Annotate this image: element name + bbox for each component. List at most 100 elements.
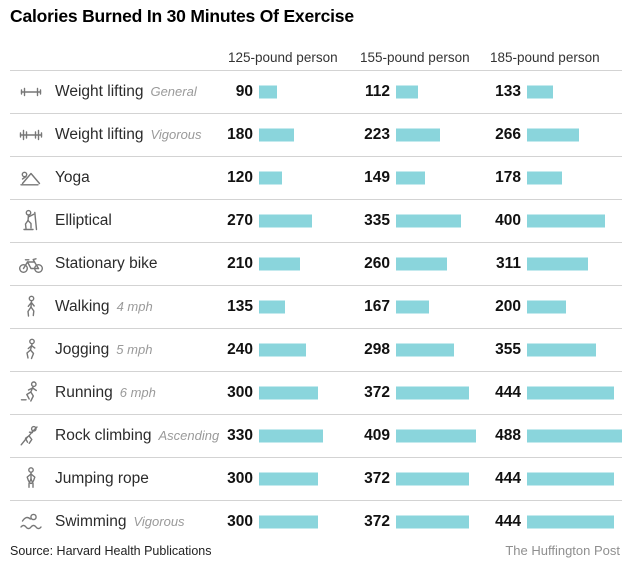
exercise-label: Jumping rope	[55, 470, 149, 487]
calorie-value: 270	[227, 212, 253, 229]
calorie-value: 210	[227, 255, 253, 272]
exercise-label: Jogging 5 mph	[55, 341, 153, 358]
calorie-value: 133	[495, 83, 521, 100]
calorie-value: 298	[364, 341, 390, 358]
calorie-value: 330	[227, 427, 253, 444]
calorie-value: 444	[495, 470, 521, 487]
calorie-bar	[396, 472, 469, 486]
table-row: Weight lifting General 90 112 133	[10, 70, 622, 113]
exercise-table: Weight lifting General 90 112 133 Weight lift…	[10, 70, 623, 543]
calorie-bar	[396, 85, 418, 99]
calorie-value: 240	[227, 341, 253, 358]
jumping-rope-icon	[17, 465, 45, 493]
column-header-125-pound: 125-pound person	[228, 50, 338, 65]
calorie-bar	[396, 257, 447, 271]
chart-title: Calories Burned In 30 Minutes Of Exercis…	[10, 6, 354, 26]
table-row: Walking 4 mph 135 167 200	[10, 285, 622, 328]
exercise-label: Walking 4 mph	[55, 298, 153, 315]
exercise-detail: Vigorous	[133, 514, 185, 529]
calorie-value: 178	[495, 169, 521, 186]
calorie-bar	[259, 515, 318, 529]
calorie-value: 135	[227, 298, 253, 315]
calorie-bar	[527, 429, 623, 443]
calorie-value: 444	[495, 513, 521, 530]
calorie-bar	[527, 300, 566, 314]
calorie-bar	[396, 214, 462, 228]
calorie-value: 260	[364, 255, 390, 272]
stationary-bike-icon	[17, 250, 45, 278]
calorie-value: 300	[227, 384, 253, 401]
exercise-label: Elliptical	[55, 212, 112, 229]
exercise-label: Yoga	[55, 169, 90, 186]
exercise-detail: 5 mph	[116, 342, 153, 357]
calorie-value: 372	[364, 470, 390, 487]
calorie-value: 372	[364, 384, 390, 401]
calorie-value: 444	[495, 384, 521, 401]
calorie-value: 149	[364, 169, 390, 186]
jogging-icon	[17, 336, 45, 364]
calorie-bar	[396, 343, 455, 357]
calorie-value: 223	[364, 126, 390, 143]
publisher-credit: The Huffington Post	[505, 543, 620, 558]
calorie-bar	[259, 343, 306, 357]
exercise-label: Rock climbing Ascending	[55, 427, 220, 444]
calorie-value: 300	[227, 513, 253, 530]
exercise-label: Running 6 mph	[55, 384, 156, 401]
barbell-heavy-icon	[17, 121, 45, 149]
calorie-value: 400	[495, 212, 521, 229]
exercise-detail: Vigorous	[150, 127, 202, 142]
table-row: Running 6 mph 300 372 444	[10, 371, 622, 414]
running-icon	[17, 379, 45, 407]
calorie-value: 355	[495, 341, 521, 358]
calorie-value: 311	[495, 255, 521, 272]
calorie-value: 335	[364, 212, 390, 229]
table-row: Stationary bike 210 260 311	[10, 242, 622, 285]
table-row: Swimming Vigorous 300 372 444	[10, 500, 622, 543]
calorie-bar	[396, 128, 440, 142]
column-header-155-pound: 155-pound person	[360, 50, 470, 65]
calorie-value: 112	[364, 83, 390, 100]
calorie-value: 90	[235, 83, 253, 100]
calorie-bar	[527, 128, 579, 142]
calorie-bar	[527, 257, 588, 271]
column-header-185-pound: 185-pound person	[490, 50, 600, 65]
calorie-bar	[396, 429, 476, 443]
calorie-value: 300	[227, 470, 253, 487]
calorie-bar	[259, 214, 312, 228]
barbell-light-icon	[17, 78, 45, 106]
calorie-bar	[396, 515, 469, 529]
calorie-value: 266	[495, 126, 521, 143]
rock-climbing-icon	[17, 422, 45, 450]
calorie-bar	[259, 171, 283, 185]
calorie-bar	[527, 171, 562, 185]
table-row: Elliptical 270 335 400	[10, 199, 622, 242]
calorie-bar	[527, 386, 614, 400]
calorie-bar	[259, 128, 295, 142]
calorie-bar	[259, 85, 277, 99]
calorie-bar	[259, 257, 300, 271]
calorie-bar	[396, 171, 426, 185]
swimming-icon	[17, 508, 45, 536]
calorie-bar	[527, 472, 614, 486]
calorie-bar	[259, 300, 286, 314]
table-row: Jumping rope 300 372 444	[10, 457, 622, 500]
calorie-bar	[259, 472, 318, 486]
table-row: Yoga 120 149 178	[10, 156, 622, 199]
calorie-bar	[527, 515, 614, 529]
calorie-bar	[396, 300, 429, 314]
exercise-detail: Ascending	[158, 428, 220, 443]
calorie-value: 488	[495, 427, 521, 444]
exercise-detail: General	[150, 84, 197, 99]
elliptical-icon	[17, 207, 45, 235]
calorie-bar	[527, 85, 553, 99]
exercise-label: Stationary bike	[55, 255, 158, 272]
table-row: Jogging 5 mph 240 298 355	[10, 328, 622, 371]
calorie-bar	[527, 343, 597, 357]
calorie-value: 167	[364, 298, 390, 315]
calorie-value: 200	[495, 298, 521, 315]
exercise-detail: 6 mph	[119, 385, 156, 400]
exercise-label: Weight lifting General	[55, 83, 197, 100]
calorie-value: 180	[227, 126, 253, 143]
calorie-value: 372	[364, 513, 390, 530]
